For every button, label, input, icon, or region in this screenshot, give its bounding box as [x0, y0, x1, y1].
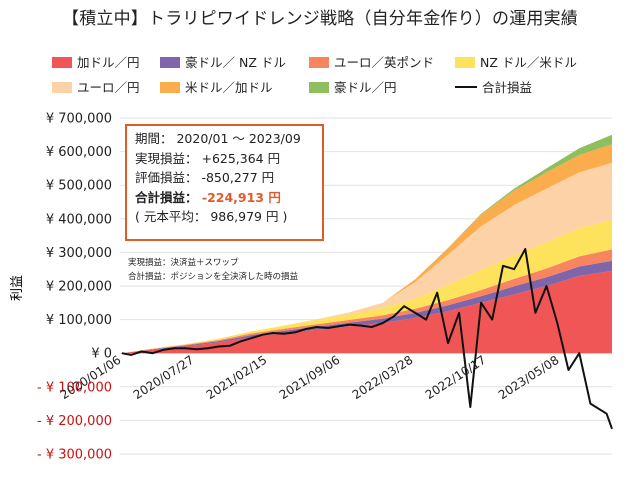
legend-item-eurjpy: ユーロ／円 [52, 77, 140, 96]
summary-total: 合計損益： -224,913 円 [135, 188, 314, 208]
y-tick-label: ¥ 600,000 [46, 145, 112, 160]
summary-unrealized: 評価損益： -850,277 円 [135, 170, 275, 185]
y-tick-label: ¥ 0 [91, 347, 112, 362]
y-tick-label: - ¥ 200,000 [37, 414, 112, 429]
legend-label: 豪ドル／円 [334, 80, 397, 95]
y-axis-label: 利益 [10, 275, 25, 301]
summary-principal: ( 元本平均： 986,979 円 ) [135, 209, 288, 224]
legend-label: NZ ドル／米ドル [480, 55, 577, 70]
legend-item-usdcad: 米ドル／加ドル [160, 77, 273, 96]
legend-label: ユーロ／英ポンド [334, 55, 435, 70]
legend-label: 豪ドル／ NZ ドル [185, 55, 286, 70]
legend-label: 米ドル／加ドル [185, 80, 273, 95]
summary-total-value: -224,913 円 [201, 189, 281, 205]
x-tick-label: 2020/07/27 [131, 353, 197, 402]
y-tick-label: ¥ 400,000 [46, 212, 112, 227]
y-axis: ¥ 700,000 ¥ 600,000 ¥ 500,000 ¥ 400,000 ¥ 30… [37, 112, 112, 463]
legend-swatch [52, 57, 72, 68]
legend-item-nzdusd: NZ ドル／米ドル [455, 52, 577, 71]
area-series-5 [121, 162, 613, 354]
y-tick-label: ¥ 200,000 [46, 280, 112, 295]
x-tick-label: 2023/05/08 [496, 353, 562, 402]
area-series-1 [121, 270, 613, 354]
legend-swatch [309, 57, 329, 68]
legend-swatch [160, 57, 180, 68]
x-axis: 2020/01/06 2020/07/27 2021/02/15 2021/09/06… [58, 353, 562, 402]
chart-notes: 実現損益：決済益＋スワップ 合計損益：ポジションを全決済した時の損益 [128, 256, 298, 284]
legend-item-audjpy: 豪ドル／円 [309, 77, 397, 96]
legend-item-cadjpy: 加ドル／円 [52, 52, 140, 71]
chart-total-line [121, 248, 613, 430]
page-title: 【積立中】トラリピワイドレンジ戦略（自分年金作り）の運用実績 [62, 9, 578, 29]
x-tick-label: 2021/09/06 [277, 353, 343, 402]
area-series-6 [121, 144, 613, 354]
summary-total-label: 合計損益： [135, 189, 198, 205]
legend-label: ユーロ／円 [77, 80, 140, 95]
legend-label: 加ドル／円 [77, 55, 140, 70]
x-tick-label: 2022/10/17 [423, 353, 489, 402]
summary-box: 期間： 2020/01 ～ 2023/09 実現損益： +625,364 円 評… [125, 124, 324, 241]
legend-swatch [52, 82, 72, 93]
summary-period: 期間： 2020/01 ～ 2023/09 [135, 131, 301, 146]
legend-item-total: 合計損益 [455, 77, 532, 96]
chart-areas [121, 134, 613, 354]
legend-line [455, 86, 477, 88]
y-tick-label: - ¥ 100,000 [37, 380, 112, 395]
x-tick-label: 2022/03/28 [350, 353, 416, 402]
legend-swatch [309, 82, 329, 93]
y-tick-label: ¥ 100,000 [46, 313, 112, 328]
legend-item-eurgbp: ユーロ／英ポンド [309, 52, 434, 71]
y-tick-label: ¥ 500,000 [46, 179, 112, 194]
y-tick-label: - ¥ 300,000 [37, 448, 112, 463]
note-total: 合計損益：ポジションを全決済した時の損益 [128, 272, 299, 282]
y-tick-label: ¥ 300,000 [46, 246, 112, 261]
summary-realized: 実現損益： +625,364 円 [135, 150, 281, 166]
legend-item-audnzd: 豪ドル／ NZ ドル [160, 52, 286, 71]
legend-swatch [455, 57, 475, 68]
legend-swatch [160, 82, 180, 93]
total-profit-line [121, 248, 613, 430]
note-realized: 実現損益：決済益＋スワップ [128, 258, 239, 268]
y-tick-label: ¥ 700,000 [46, 112, 112, 127]
x-tick-label: 2021/02/15 [204, 353, 270, 402]
legend-label: 合計損益 [482, 80, 533, 95]
